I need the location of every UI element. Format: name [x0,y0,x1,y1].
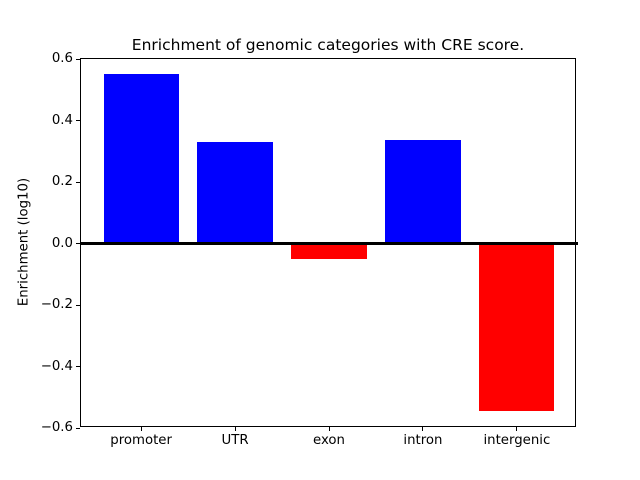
x-tick-label-intergenic: intergenic [483,433,551,448]
x-tick-intergenic [516,427,518,431]
y-tick-label-−0.6: −0.6 [40,420,73,435]
x-tick-label-promoter: promoter [110,433,172,448]
y-tick-label-−0.4: −0.4 [40,358,73,374]
chart-title: Enrichment of genomic categories with CR… [131,36,525,54]
y-tick-label-−0.2: −0.2 [40,297,73,312]
y-tick-0.4 [76,120,80,121]
x-tick-label-exon: exon [313,433,345,448]
y-tick-−0.2 [76,304,80,306]
y-tick-label-0.2: 0.2 [51,174,73,189]
plot-area: 0.6 0.4 0.2 0.0 −0.2 −0.4 −0.6 promoter UTR exon i… [41,51,578,448]
bar-intron [385,140,461,244]
y-tick-−0.4 [76,366,80,367]
bar-exon [291,243,367,259]
x-tick-label-UTR: UTR [221,433,249,448]
y-tick-0.2 [76,181,80,183]
x-tick-promoter [140,427,142,431]
y-tick-label-0.6: 0.6 [51,51,73,66]
bar-UTR [197,142,273,244]
y-tick-label-0.4: 0.4 [51,112,73,128]
bar-promoter [103,74,179,244]
y-tick-label-0.0: 0.0 [51,235,73,251]
y-tick-−0.6 [76,427,80,429]
y-tick-0.6 [76,58,80,60]
bar-intergenic [479,243,555,412]
zero-line [80,242,578,245]
x-tick-label-intron: intron [403,433,443,448]
y-tick-0.0 [76,243,80,244]
x-tick-intron [422,427,424,431]
x-tick-UTR [234,427,236,431]
x-tick-exon [328,427,330,431]
